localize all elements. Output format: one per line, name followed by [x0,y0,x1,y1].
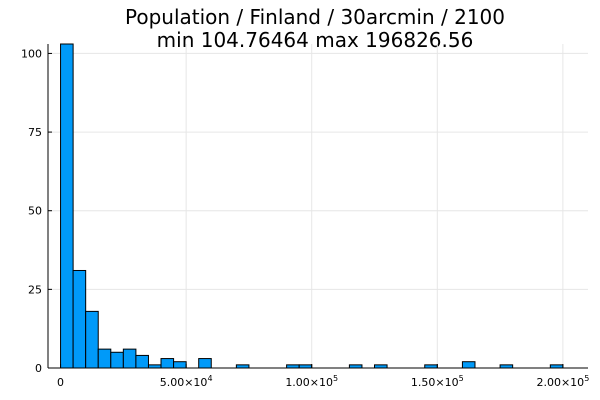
grid-layer [48,44,588,369]
x-tick-label: 1.00×105 [285,374,338,389]
y-tick-label: 75 [28,126,42,139]
histogram-bar [461,361,476,369]
y-tick-label: 100 [21,47,42,60]
x-tick-label: 5.00×104 [160,374,213,389]
tick-label-layer: 0 5.00×104 1.00×105 1.50×105 2.00×105 0 25 50 75… [21,47,589,389]
histogram-bar [122,348,137,369]
y-tick-label: 0 [35,362,42,375]
histogram-bar [173,361,187,369]
y-tick-label: 50 [28,205,42,218]
histogram-bar [160,358,175,369]
histogram-bar [110,351,124,369]
axis-layer [47,44,588,369]
x-tick-label: 0 [57,376,64,389]
histogram-bar [60,43,74,369]
bar-layer [60,43,564,369]
histogram-bar [85,310,99,369]
chart-title: Population / Finland / 30arcmin / 2100 [125,5,505,29]
histogram-bar [97,348,112,369]
x-tick-label: 2.00×105 [536,374,589,389]
histogram-bar [198,358,212,369]
histogram-bar [72,269,87,369]
x-tick-label: 1.50×105 [411,374,464,389]
y-tick-label: 25 [28,283,42,296]
histogram-bar [135,354,149,369]
chart-subtitle: min 104.76464 max 196826.56 [157,28,474,52]
